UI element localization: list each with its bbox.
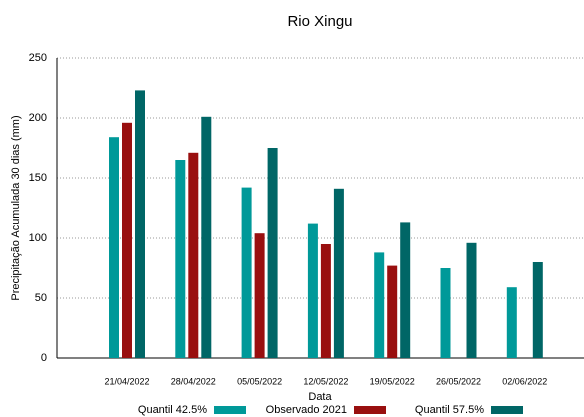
y-tick-label: 150	[29, 172, 47, 184]
legend-swatch	[354, 406, 386, 414]
bar	[532, 262, 543, 358]
bar	[109, 137, 119, 358]
bar	[135, 90, 145, 359]
bar	[320, 244, 331, 358]
y-tick-label: 100	[29, 232, 47, 244]
legend-swatch	[491, 406, 523, 414]
y-tick-label: 200	[29, 112, 47, 124]
chart-title: Rio Xingu	[287, 13, 352, 30]
bar	[333, 188, 344, 358]
legend-label: Quantil 57.5%	[415, 404, 484, 416]
x-tick-label: 19/05/2022	[370, 376, 415, 386]
x-tick-label: 02/06/2022	[502, 376, 547, 386]
x-tick-label: 05/05/2022	[237, 376, 282, 386]
bar	[307, 223, 318, 358]
x-tick-label: 26/05/2022	[436, 376, 481, 386]
legend-label: Quantil 42.5%	[138, 404, 207, 416]
x-tick-label: 28/04/2022	[171, 376, 216, 386]
bar	[241, 187, 252, 358]
bar	[254, 233, 265, 358]
x-axis-label: Data	[308, 391, 332, 403]
y-tick-label: 50	[35, 292, 47, 304]
legend-label: Observado 2021	[266, 404, 347, 416]
y-tick-label: 0	[41, 352, 47, 364]
bar	[122, 122, 132, 358]
y-tick-label: 250	[29, 52, 47, 64]
x-tick-label: 21/04/2022	[104, 376, 149, 386]
bar	[466, 242, 477, 358]
bar	[440, 268, 451, 358]
x-tick-label: 12/05/2022	[303, 376, 348, 386]
bar	[387, 265, 398, 358]
bar	[267, 148, 278, 358]
bar	[374, 252, 385, 358]
bar	[506, 287, 517, 358]
y-axis-label: Precipitação Acumulada 30 dias (mm)	[10, 115, 22, 300]
bar	[201, 116, 212, 358]
bar	[188, 152, 199, 358]
bar	[175, 160, 186, 358]
bar	[400, 222, 411, 358]
legend-swatch	[214, 406, 246, 414]
